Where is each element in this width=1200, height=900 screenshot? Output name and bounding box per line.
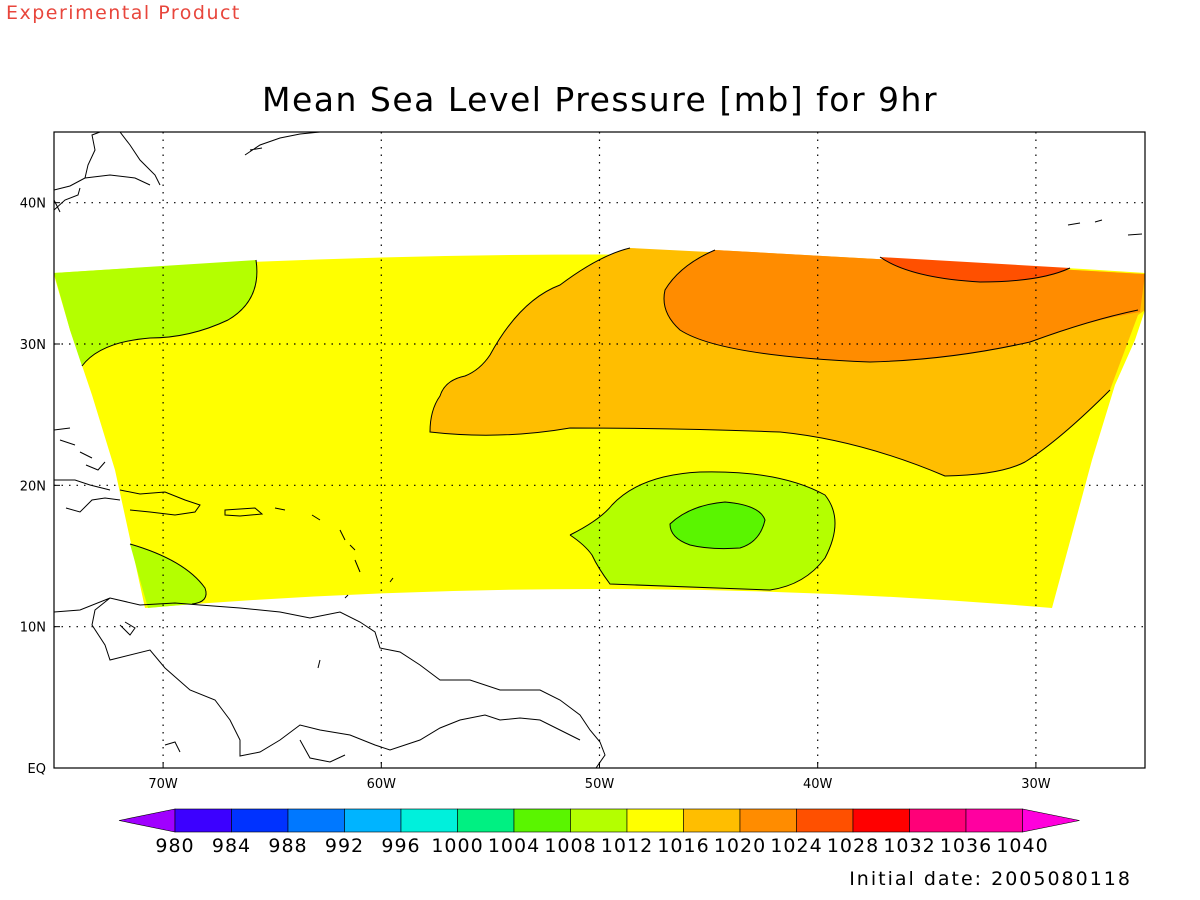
colorbar-swatch bbox=[683, 808, 741, 833]
isobar-1012-sw bbox=[129, 543, 207, 605]
colorbar: 980 984 988 992 996 1000 1004 1008 1012 1016 1020 1… bbox=[118, 808, 1080, 857]
colorbar-label: 1000 bbox=[431, 835, 483, 857]
colorbar-swatch bbox=[570, 808, 628, 833]
lon-label-50W: 50W bbox=[585, 777, 615, 792]
latitude-axis: EQ 10N 20N 30N 40N bbox=[20, 197, 60, 777]
lon-label-30W: 30W bbox=[1021, 777, 1051, 792]
lon-label-40W: 40W bbox=[803, 777, 833, 792]
colorbar-label: 1028 bbox=[827, 835, 879, 857]
colorbar-label: 1004 bbox=[488, 835, 540, 857]
isobar-1012-low bbox=[569, 471, 836, 591]
colorbar-label: 980 bbox=[155, 835, 194, 857]
colorbar-swatch bbox=[852, 808, 910, 833]
coastline-nova-scotia bbox=[244, 132, 321, 156]
colorbar-label: 992 bbox=[325, 835, 364, 857]
gridlines bbox=[54, 132, 1145, 768]
coastline-bahamas bbox=[54, 427, 106, 471]
colorbar-swatch bbox=[174, 808, 232, 833]
page-title: Mean Sea Level Pressure [mb] for 9hr bbox=[261, 80, 939, 119]
isobar-1024 bbox=[879, 256, 1071, 283]
colorbar-label: 1032 bbox=[883, 835, 935, 857]
isobar-1008-low bbox=[669, 501, 766, 550]
longitude-axis: 70W 60W 50W 40W 30W bbox=[148, 762, 1051, 792]
colorbar-arrow-high bbox=[1022, 808, 1080, 833]
colorbar-swatch bbox=[626, 808, 684, 833]
coastline-antilles bbox=[274, 507, 394, 599]
colorbar-label: 984 bbox=[212, 835, 251, 857]
colorbar-swatch bbox=[231, 808, 289, 833]
fill-1008-northwest bbox=[54, 260, 257, 366]
coastline-northeast-us bbox=[54, 132, 161, 213]
colorbar-swatch bbox=[796, 808, 854, 833]
lat-label-20N: 20N bbox=[20, 479, 46, 494]
coastlines bbox=[54, 132, 1143, 768]
fill-1024 bbox=[880, 257, 1070, 282]
colorbar-swatch bbox=[909, 808, 967, 833]
isobar-1020 bbox=[663, 249, 1139, 363]
colorbar-swatch bbox=[400, 808, 458, 833]
coastline-cuba-hispaniola bbox=[54, 479, 264, 517]
pressure-field bbox=[54, 132, 1145, 768]
colorbar-arrow-low bbox=[118, 808, 176, 833]
lat-label-10N: 10N bbox=[20, 621, 46, 636]
colorbar-label: 1012 bbox=[601, 835, 653, 857]
colorbar-label: 1020 bbox=[714, 835, 766, 857]
fill-1008-southwest bbox=[130, 544, 207, 608]
colorbar-label: 1016 bbox=[657, 835, 709, 857]
colorbar-label: 1024 bbox=[770, 835, 822, 857]
initial-date-label: Initial date: 2005080118 bbox=[849, 868, 1132, 890]
colorbar-swatch bbox=[344, 808, 402, 833]
colorbar-swatch bbox=[287, 808, 345, 833]
colorbar-swatch bbox=[457, 808, 515, 833]
colorbar-label: 988 bbox=[268, 835, 307, 857]
coastline-newfoundland bbox=[1067, 219, 1143, 236]
experimental-product-label: Experimental Product bbox=[6, 2, 241, 24]
lat-label-30N: 30N bbox=[20, 338, 46, 353]
coastline-south-america bbox=[54, 597, 606, 768]
colorbar-swatch bbox=[739, 808, 797, 833]
colorbar-swatch bbox=[965, 808, 1023, 833]
lon-label-70W: 70W bbox=[148, 777, 178, 792]
isobar-1012-nw bbox=[81, 259, 258, 367]
lon-label-60W: 60W bbox=[367, 777, 397, 792]
colorbar-label: 1040 bbox=[996, 835, 1048, 857]
lat-label-40N: 40N bbox=[20, 197, 46, 212]
fill-1004-low bbox=[670, 502, 765, 549]
colorbar-label: 1036 bbox=[940, 835, 992, 857]
colorbar-label: 996 bbox=[381, 835, 420, 857]
lat-label-EQ: EQ bbox=[28, 762, 46, 777]
colorbar-label: 1008 bbox=[544, 835, 596, 857]
colorbar-swatch bbox=[513, 808, 571, 833]
isobar-1016 bbox=[429, 247, 1111, 477]
